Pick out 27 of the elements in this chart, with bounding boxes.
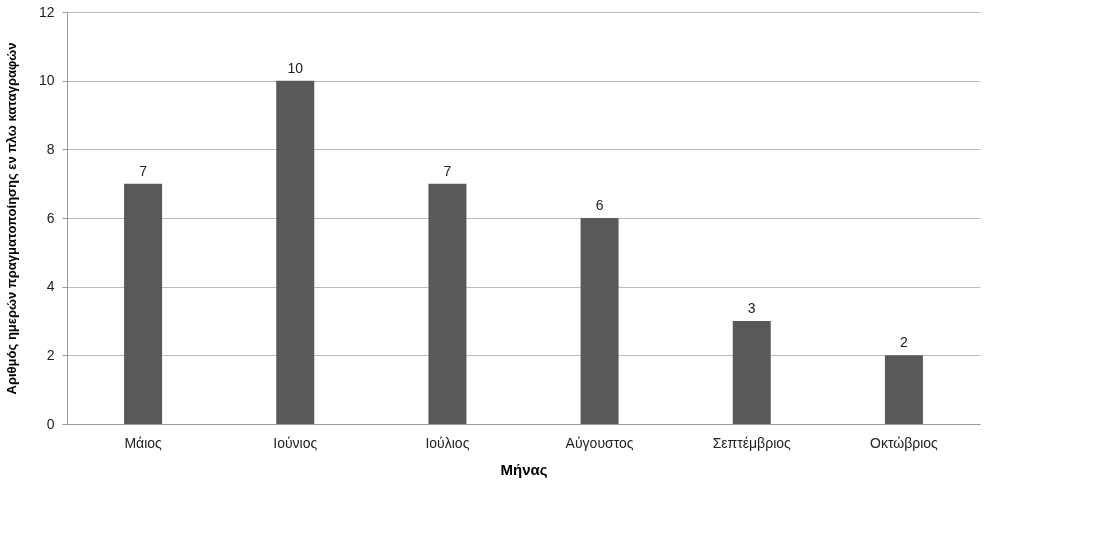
data-label: 2 <box>900 334 909 351</box>
data-label: 10 <box>287 59 304 76</box>
y-tick-label: 10 <box>38 72 55 89</box>
x-tick-label: Οκτώβριος <box>870 434 939 451</box>
bar <box>732 321 771 424</box>
x-tick-label: Ιούλιος <box>425 434 470 451</box>
y-tick-label: 12 <box>38 3 55 20</box>
x-axis-title: Μήνας <box>500 460 548 478</box>
y-tick-label: 0 <box>46 415 55 432</box>
bar <box>428 183 467 424</box>
data-label: 7 <box>139 162 148 179</box>
x-tick-label: Αύγουστος <box>565 434 634 451</box>
x-tick-label: Ιούνιος <box>273 434 318 451</box>
bar <box>884 355 923 424</box>
y-tick-label: 4 <box>46 278 55 295</box>
bar <box>276 80 315 424</box>
bar <box>580 218 619 424</box>
y-tick-label: 8 <box>46 140 55 157</box>
x-tick-label: Σεπτέμβριος <box>712 434 792 451</box>
data-label: 3 <box>747 300 756 316</box>
y-tick-label: 2 <box>46 346 55 363</box>
data-label: 6 <box>595 197 604 213</box>
data-label: 7 <box>443 162 452 179</box>
y-tick-label: 6 <box>46 209 55 226</box>
x-tick-label: Μάιος <box>124 434 163 451</box>
y-axis-title: Αριθμός ημερών πραγματοποίησης εν πλω καταγραφών <box>3 42 19 395</box>
bar <box>124 183 163 424</box>
